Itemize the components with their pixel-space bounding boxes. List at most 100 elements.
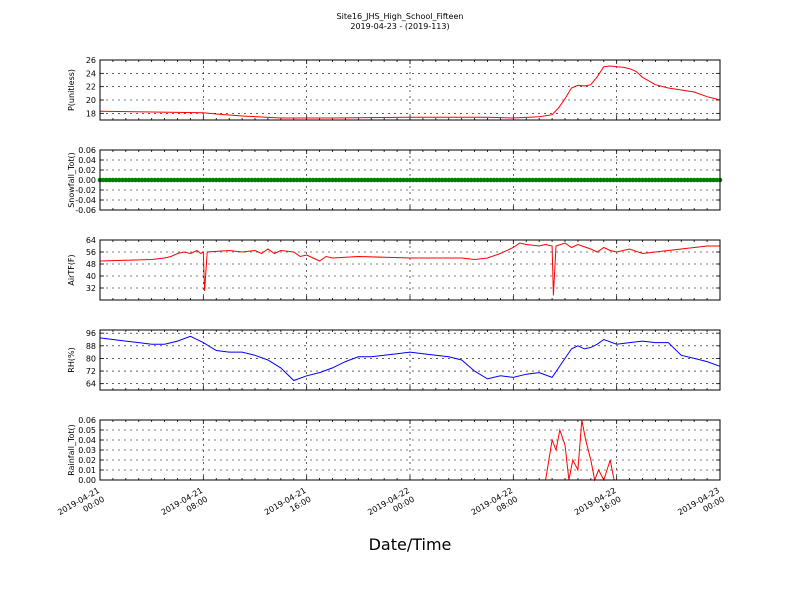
- plot-frame: [99, 329, 721, 391]
- data-point: [372, 177, 377, 183]
- data-point: [226, 177, 232, 183]
- y-tick-label: 0.00: [78, 176, 96, 185]
- y-tick-label: 0.04: [78, 436, 96, 445]
- data-point: [291, 177, 297, 183]
- data-point: [320, 177, 326, 183]
- data-point: [184, 177, 190, 183]
- data-point: [485, 177, 490, 183]
- data-point: [281, 177, 287, 183]
- data-point: [491, 177, 497, 183]
- data-point: [288, 177, 293, 183]
- data-point: [117, 177, 122, 183]
- data-point: [439, 177, 445, 183]
- data-point: [259, 177, 264, 183]
- data-point: [275, 177, 280, 183]
- panel-3: 32 40 48 56 64 AirTF(F): [67, 236, 721, 301]
- y-tick-label: 0.02: [78, 166, 96, 175]
- data-point: [666, 177, 671, 183]
- data-point: [252, 177, 258, 183]
- chart-subtitle: 2019-04-23 - (2019-113): [350, 22, 449, 31]
- y-axis-label: Snowfall_Tot(): [67, 152, 76, 208]
- y-tick-label: 48: [86, 260, 96, 269]
- data-point: [294, 177, 300, 183]
- data-point: [401, 177, 406, 183]
- plot-frame: [99, 419, 721, 481]
- y-tick-label: 24: [86, 69, 96, 78]
- y-tick-label: 0.05: [78, 426, 96, 435]
- data-point: [268, 177, 274, 183]
- data-point: [262, 177, 267, 183]
- data-point: [695, 177, 700, 183]
- data-point: [233, 177, 238, 183]
- y-tick-label: 56: [86, 248, 96, 257]
- data-point: [191, 177, 196, 183]
- data-point: [404, 177, 410, 183]
- y-tick-label: 22: [86, 83, 96, 92]
- y-axis-label: AirTF(F): [67, 254, 76, 285]
- data-point: [217, 177, 222, 183]
- panel-5: 0.000.010.020.030.040.050.06Rainfall_Tot…: [67, 416, 721, 485]
- data-point: [301, 177, 306, 183]
- data-point: [553, 177, 558, 183]
- y-tick-label: 0.06: [78, 146, 96, 155]
- data-point: [498, 177, 503, 183]
- data-point: [201, 177, 206, 183]
- data-point: [378, 177, 384, 183]
- data-point: [614, 177, 619, 183]
- data-point: [129, 177, 135, 183]
- y-tick-label: 0.01: [78, 466, 96, 475]
- data-point: [478, 177, 484, 183]
- data-point: [133, 177, 138, 183]
- data-point: [427, 177, 432, 183]
- panel-2: -0.06-0.04-0.020.000.020.040.06Snowfall_…: [67, 146, 723, 215]
- x-tick-label: 2019-04-2116:00: [263, 486, 313, 526]
- data-point: [239, 177, 245, 183]
- data-point: [146, 177, 151, 183]
- series-line: [100, 419, 720, 482]
- data-point: [362, 177, 368, 183]
- data-point: [142, 177, 148, 183]
- y-tick-label: 26: [86, 56, 96, 65]
- y-tick-label: -0.04: [75, 196, 96, 205]
- data-point: [711, 177, 716, 183]
- data-point: [708, 177, 713, 183]
- data-point: [178, 177, 184, 183]
- data-point: [420, 177, 426, 183]
- data-point: [617, 177, 623, 183]
- y-tick-label: 0.02: [78, 456, 96, 465]
- panel-4: 64 72 80 88 96 RH(%): [67, 329, 721, 391]
- y-tick-label: 64: [86, 380, 96, 389]
- data-point: [407, 177, 413, 183]
- data-point: [100, 177, 106, 183]
- data-point: [220, 177, 226, 183]
- data-point: [582, 177, 587, 183]
- data-point: [123, 177, 129, 183]
- data-point: [533, 177, 539, 183]
- plot-frame: [99, 59, 721, 121]
- data-point: [104, 177, 109, 183]
- data-point: [359, 177, 364, 183]
- y-tick-label: 80: [86, 354, 96, 363]
- data-point: [507, 177, 513, 183]
- data-point: [481, 177, 487, 183]
- data-point: [343, 177, 348, 183]
- data-point: [611, 177, 616, 183]
- data-point: [110, 177, 116, 183]
- data-point: [165, 177, 171, 183]
- data-point: [604, 177, 610, 183]
- data-point: [472, 177, 477, 183]
- data-point: [549, 177, 555, 183]
- x-tick-label: 2019-04-2100:00: [56, 486, 106, 526]
- data-point: [443, 177, 448, 183]
- data-point: [627, 177, 632, 183]
- data-point: [236, 177, 242, 183]
- x-tick-label: 2019-04-2208:00: [470, 486, 520, 526]
- y-tick-label: 0.03: [78, 446, 96, 455]
- y-tick-label: 0.00: [78, 476, 96, 485]
- y-axis-label: RH(%): [67, 347, 76, 372]
- data-point: [672, 177, 678, 183]
- data-point: [272, 177, 277, 183]
- data-point: [126, 177, 132, 183]
- data-point: [423, 177, 429, 183]
- data-point: [475, 177, 481, 183]
